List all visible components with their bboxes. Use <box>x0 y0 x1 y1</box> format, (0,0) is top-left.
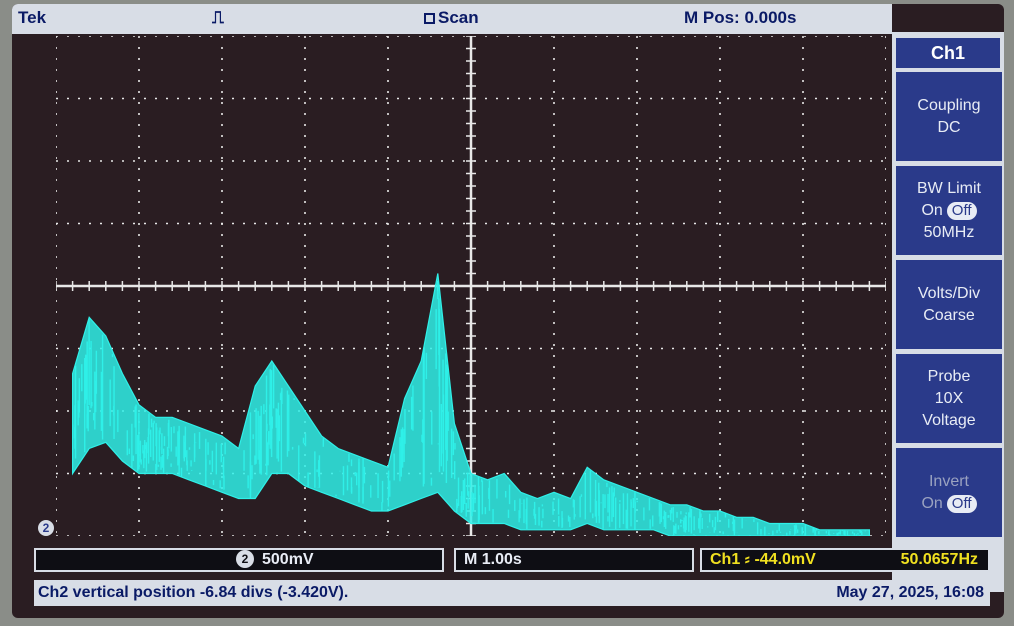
volts-div-value: Coarse <box>923 306 975 324</box>
volts-div-button[interactable]: Volts/Div Coarse <box>896 260 1002 352</box>
invert-toggle: On Off <box>921 493 977 515</box>
bw-limit-label: BW Limit <box>917 179 981 197</box>
menu-title: Ch1 <box>896 38 1000 68</box>
coupling-value: DC <box>937 118 961 136</box>
ch2-waveform-noise <box>72 281 869 536</box>
coupling-label: Coupling <box>917 96 981 114</box>
ch2-scale: 500mV <box>262 551 314 568</box>
trigger-readout: Ch1 ⸗ -44.0mV <box>710 551 816 568</box>
timebase-readout: M 1.00s <box>464 551 522 568</box>
side-menu: Ch1 Coupling DC BW Limit On Off 50MHz Vol… <box>892 32 1004 592</box>
channel-status-row: 2 500mV M 1.00s Ch1 ⸗ -44.0mV 50.0657Hz <box>34 548 990 574</box>
horizontal-position-readout: M Pos: 0.000s <box>684 8 797 27</box>
message-bar: Ch2 vertical position -6.84 divs (-3.420… <box>34 580 990 606</box>
oscilloscope-screen: Tek ⎍ Scan M Pos: 0.000s 2 Ch1 Coupling … <box>12 4 1004 618</box>
invert-label: Invert <box>928 472 969 490</box>
brand-logo: Tek <box>18 8 47 27</box>
invert-button[interactable]: Invert On Off <box>896 448 1002 540</box>
status-message: Ch2 vertical position -6.84 divs (-3.420… <box>38 584 349 601</box>
trigger-type-icon: ⎍ <box>212 8 224 27</box>
frequency-readout: 50.0657Hz <box>900 551 978 568</box>
date-time: May 27, 2025, 16:08 <box>836 584 984 601</box>
probe-type: Voltage <box>922 411 976 429</box>
probe-button[interactable]: Probe 10X Voltage <box>896 354 1002 446</box>
volts-div-label: Volts/Div <box>917 284 981 302</box>
probe-attenuation: 10X <box>934 389 964 407</box>
trigger-box: Ch1 ⸗ -44.0mV 50.0657Hz <box>700 548 990 572</box>
bw-off-option: Off <box>946 201 977 220</box>
invert-off-option: Off <box>946 494 977 513</box>
bw-limit-button[interactable]: BW Limit On Off 50MHz <box>896 166 1002 258</box>
timebase-box: M 1.00s <box>454 548 694 572</box>
graticule-grid <box>56 36 886 536</box>
stop-square-icon <box>424 13 435 24</box>
ch2-badge: 2 <box>236 550 254 568</box>
invert-on-option: On <box>921 494 943 512</box>
top-status-bar: Tek ⎍ Scan M Pos: 0.000s <box>12 4 892 34</box>
bw-limit-frequency: 50MHz <box>923 223 975 241</box>
bw-on-option: On <box>921 201 943 219</box>
ch2-waveform-trace <box>72 273 870 536</box>
probe-label: Probe <box>927 367 971 385</box>
bw-limit-toggle: On Off <box>921 200 977 222</box>
ch2-ground-marker: 2 <box>38 520 54 536</box>
ch2-scale-box: 2 500mV <box>34 548 444 572</box>
waveform-display <box>56 36 886 536</box>
coupling-button[interactable]: Coupling DC <box>896 72 1002 164</box>
acquire-state: Scan <box>424 8 479 28</box>
